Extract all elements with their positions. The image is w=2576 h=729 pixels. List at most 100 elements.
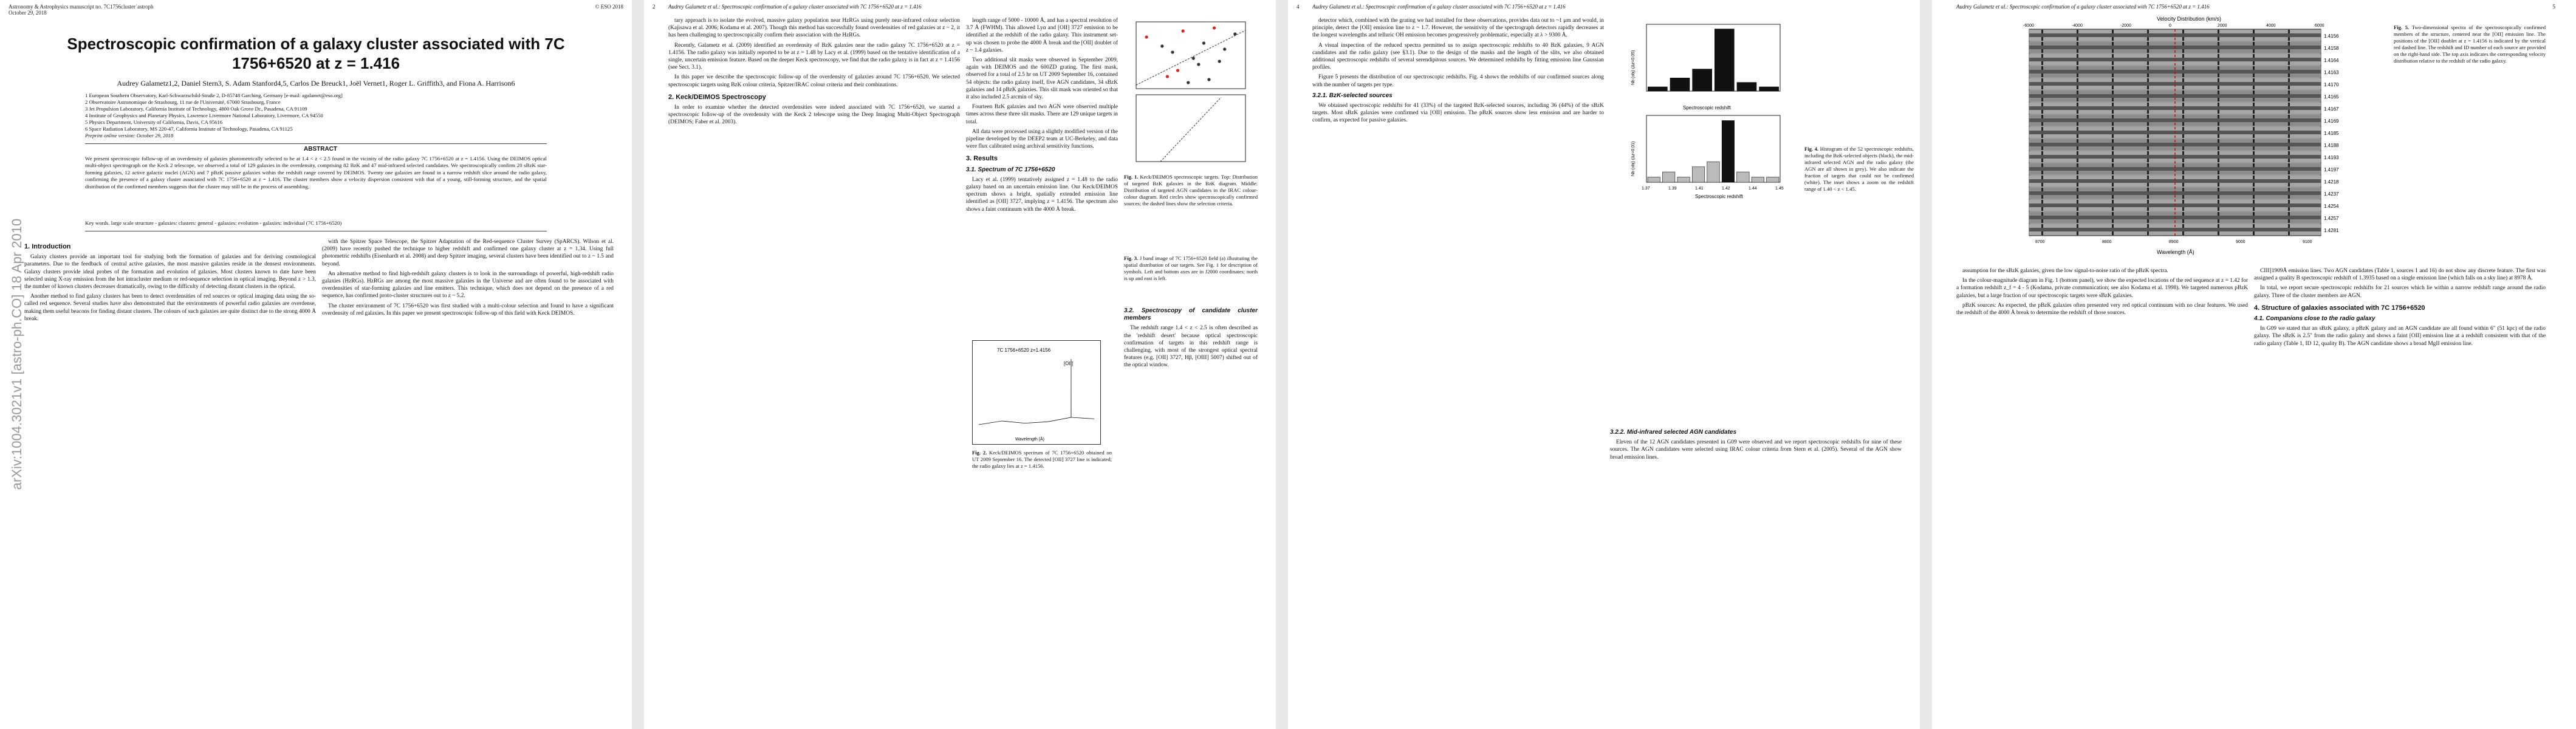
scatter-point [1176,69,1180,72]
velocity-tick: -6000 [2023,24,2034,28]
histogram-bar [1751,177,1764,183]
page-number: 5 [2552,4,2556,10]
caption-text: Keck/DEIMOS spectroscopic targets. Top: … [1124,174,1258,207]
figure-4-caption: Fig. 4. Histogram of the 52 spectroscopi… [1804,146,1914,193]
histogram-bar [1692,69,1712,91]
paragraph: detector which, combined with the gratin… [1312,18,1604,39]
fig1-top-frame [1136,21,1246,89]
scatter-point [1171,50,1174,54]
histogram-bar [1707,161,1720,183]
fig4-ylabel-top: Nb (obj) (Δz=0.05) [1631,50,1636,85]
paragraph: assumption for the sBzK galaxies, given … [1962,268,2168,274]
wavelength-tick: 8800 [2102,240,2112,244]
paragraph: Galaxy clusters provide an important too… [24,254,316,290]
continuum-trace [2029,167,2321,171]
redshift-label: 1.4257 [2324,216,2339,221]
section-heading: 4. Structure of galaxies associated with… [2254,304,2425,312]
divider [85,143,547,144]
running-head: Audrey Galametz et al.: Spectroscopic co… [1312,4,1566,10]
affiliation: 2 Observatoire Astronomique de Strasbour… [85,99,281,105]
paragraph: Eleven of the 12 AGN candidates presente… [1610,439,1902,460]
page-gutter [1276,0,1288,729]
abstract-heading: ABSTRACT [304,146,337,152]
wavelength-tick: 8900 [2169,240,2179,244]
fig4-xlabel: Spectroscopic redshift [1695,194,1743,199]
scatter-point [1197,63,1201,66]
continuum-trace [2029,94,2321,98]
redshift-label: 1.4193 [2324,155,2339,160]
paragraph: Two additional slit masks were observed … [966,57,1118,101]
figure-5-caption: Fig. 5. Two-dimensional spectra of the s… [2394,24,2546,64]
histogram-bar [1736,171,1750,183]
scatter-point [1187,81,1190,84]
redshift-label: 1.4185 [2324,131,2339,136]
page-4-header: Audrey Galametz et al.: Spectroscopic co… [1956,4,2555,10]
figure-3-caption: Fig. 3. J band image of 7C 1756+6520 fie… [1124,255,1258,282]
fig5-xlabel: Wavelength (Å) [2157,249,2194,255]
affiliation: 4 Institute of Geophysics and Planetary … [85,112,323,118]
column-left: 1. Introduction Galaxy clusters provide … [24,238,316,325]
scatter-point [1145,35,1148,39]
histogram-bar [1766,177,1780,183]
velocity-tick: 4000 [2266,24,2276,28]
histogram-bar [1692,166,1705,183]
paragraph: In order to examine whether the detected… [668,104,960,126]
figure-4: Spectroscopic redshift Nb (obj) (Δz=0.05… [1631,24,1784,199]
redshift-label: 1.4254 [2324,204,2339,209]
column-right: with the Spitzer Space Telescope, the Sp… [322,238,614,320]
redshift-label: 1.4164 [2324,58,2339,63]
histogram-bar [1662,171,1676,183]
redshift-label: 1.4197 [2324,167,2339,173]
affiliation: 3 Jet Propulsion Laboratory, California … [85,106,307,112]
caption-text: Two-dimensional spectra of the spectrosc… [2394,24,2546,64]
page-2-header: 2 Audrey Galametz et al.: Spectroscopic … [653,4,1252,10]
scatter-point [1191,56,1195,60]
histogram-bar [1721,120,1735,183]
velocity-tick: 2000 [2218,24,2227,28]
page-number: 4 [1297,4,1300,10]
continuum-trace [2029,179,2321,183]
keywords: Key words. large scale structure - galax… [85,220,342,226]
paragraph: Fourteen BzK galaxies and two AGN were o… [966,104,1118,125]
continuum-trace [2029,82,2321,86]
figure-1 [1124,18,1252,170]
redshift-label: 1.4163 [2324,70,2339,75]
tick-label: 1.41 [1695,187,1704,191]
caption-label: Fig. 5. [2394,24,2410,30]
paragraph: The cluster environment of 7C 1756+6520 … [322,303,614,317]
velocity-tick: -2000 [2120,24,2131,28]
fig4-ylabel-bottom: Nb (obj) (Δz=0.01) [1631,142,1636,176]
column-left: detector which, combined with the gratin… [1312,17,1604,127]
caption-label: Fig. 1. [1124,174,1139,180]
column-left: assumption for the sBzK galaxies, given … [1956,267,2248,319]
redshift-label: 1.4158 [2324,46,2339,51]
page-3: 4 Audrey Galametz et al.: Spectroscopic … [1288,0,1920,729]
authors: Audrey Galametz1,2, Daniel Stern3, S. Ad… [117,79,515,87]
histogram-bar [1670,78,1690,91]
spectrum-line [978,358,1095,425]
paragraph: Recently, Galametz et al. (2009) identif… [668,42,960,71]
paragraph: In this paper we describe the spectrosco… [668,74,960,88]
scatter-point [1233,32,1237,36]
date-line: October 29, 2018 [9,10,47,16]
scatter-point [1165,75,1170,78]
paragraph: An alternative method to find high-redsh… [322,270,614,299]
redshift-label: 1.4170 [2324,82,2339,87]
preprint-date: Preprint online version: October 29, 201… [85,132,174,139]
figure-5: Velocity Distribution (km/s) -6000 -4000 -… [2023,16,2339,255]
figure-1-caption: Fig. 1. Keck/DEIMOS spectroscopic target… [1124,174,1258,207]
paragraph: All data were processed using a slightly… [966,128,1118,150]
column-right: 3.2.2. Mid-infrared selected AGN candida… [1610,425,1902,464]
page-gutter [1920,0,1932,729]
redshift-label: 1.4188 [2324,143,2339,148]
paper-title: Spectroscopic confirmation of a galaxy c… [67,35,565,72]
scatter-point [1223,47,1227,51]
redshift-label: 1.4165 [2324,94,2339,100]
section-heading: 3. Results [966,155,998,163]
redshift-label: 1.4281 [2324,228,2339,233]
spectrum-xlabel: Wavelength (Å) [1015,436,1044,442]
column-left: tary approach is to isolate the evolved,… [668,17,960,129]
paragraph: tary approach is to isolate the evolved,… [668,18,960,39]
tick-label: 1.44 [1749,187,1757,191]
scatter-point [1212,26,1216,30]
